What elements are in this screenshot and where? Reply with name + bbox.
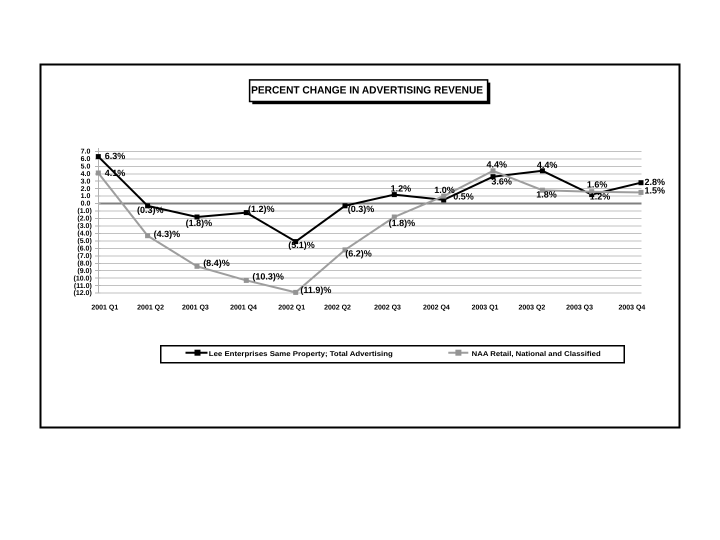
svg-text:2002 Q1: 2002 Q1	[278, 305, 305, 312]
svg-text:2003 Q4: 2003 Q4	[618, 305, 645, 312]
svg-text:2001 Q3: 2001 Q3	[182, 305, 209, 312]
svg-text:(9.0): (9.0)	[77, 267, 91, 275]
svg-text:4.4%: 4.4%	[487, 159, 508, 169]
svg-text:3.0: 3.0	[81, 178, 91, 185]
svg-text:2001 Q2: 2001 Q2	[137, 305, 164, 312]
svg-text:2003 Q3: 2003 Q3	[566, 305, 593, 312]
svg-text:(11.0): (11.0)	[74, 282, 92, 290]
svg-text:1.5%: 1.5%	[645, 186, 666, 196]
svg-text:4.1%: 4.1%	[105, 168, 126, 178]
svg-text:4.0: 4.0	[81, 171, 91, 178]
svg-text:(8.0): (8.0)	[77, 259, 91, 267]
svg-text:1.0: 1.0	[81, 193, 91, 200]
svg-text:(1.8)%: (1.8)%	[389, 218, 416, 228]
svg-text:2002 Q4: 2002 Q4	[423, 305, 450, 312]
svg-text:(3.0): (3.0)	[77, 222, 91, 230]
svg-text:NAA Retail, National and Class: NAA Retail, National and Classified	[472, 350, 601, 358]
svg-text:(0.3)%: (0.3)%	[348, 204, 375, 214]
svg-text:0.0: 0.0	[81, 201, 91, 208]
svg-text:5.0: 5.0	[81, 163, 91, 170]
svg-text:(1.2)%: (1.2)%	[248, 204, 275, 214]
svg-text:2002 Q2: 2002 Q2	[324, 305, 351, 312]
svg-text:(5.0): (5.0)	[77, 237, 91, 245]
svg-text:PERCENT CHANGE IN ADVERTISING: PERCENT CHANGE IN ADVERTISING REVENUE	[251, 85, 483, 97]
svg-text:(10.3)%: (10.3)%	[252, 272, 284, 282]
svg-text:2003 Q2: 2003 Q2	[518, 305, 545, 312]
svg-text:Lee Enterprises Same Property;: Lee Enterprises Same Property; Total Adv…	[209, 350, 393, 358]
svg-text:2001 Q1: 2001 Q1	[91, 305, 118, 312]
svg-text:2002 Q3: 2002 Q3	[374, 305, 401, 312]
svg-text:2003 Q1: 2003 Q1	[472, 305, 499, 312]
svg-text:(1.0): (1.0)	[77, 207, 91, 215]
svg-text:(12.0): (12.0)	[74, 289, 92, 297]
svg-text:2.8%: 2.8%	[645, 177, 666, 187]
svg-text:(1.8)%: (1.8)%	[186, 218, 213, 228]
svg-text:6.3%: 6.3%	[105, 151, 126, 161]
svg-text:(4.0): (4.0)	[77, 230, 91, 238]
svg-text:1.0%: 1.0%	[434, 185, 455, 195]
svg-text:1.8%: 1.8%	[536, 190, 557, 200]
svg-text:(0.3)%: (0.3)%	[137, 205, 164, 215]
svg-text:(7.0): (7.0)	[77, 252, 91, 260]
svg-text:(8.4)%: (8.4)%	[203, 258, 230, 268]
svg-text:(6.0): (6.0)	[77, 245, 91, 253]
svg-text:1.6%: 1.6%	[587, 180, 608, 190]
svg-text:(10.0): (10.0)	[74, 274, 92, 282]
svg-text:0.5%: 0.5%	[453, 192, 474, 202]
svg-text:3.6%: 3.6%	[491, 177, 512, 187]
svg-text:(6.2)%: (6.2)%	[345, 249, 372, 259]
svg-text:1.2%: 1.2%	[590, 192, 611, 202]
svg-text:7.0: 7.0	[81, 149, 91, 156]
svg-text:2001 Q4: 2001 Q4	[230, 305, 257, 312]
svg-text:(5.1)%: (5.1)%	[288, 240, 315, 250]
svg-text:2.0: 2.0	[81, 186, 91, 193]
svg-text:(2.0): (2.0)	[77, 215, 91, 223]
svg-text:4.4%: 4.4%	[537, 160, 558, 170]
svg-text:(4.3)%: (4.3)%	[154, 229, 181, 239]
svg-text:1.2%: 1.2%	[391, 184, 412, 194]
svg-text:(11.9)%: (11.9)%	[300, 285, 331, 295]
svg-text:6.0: 6.0	[81, 156, 91, 163]
